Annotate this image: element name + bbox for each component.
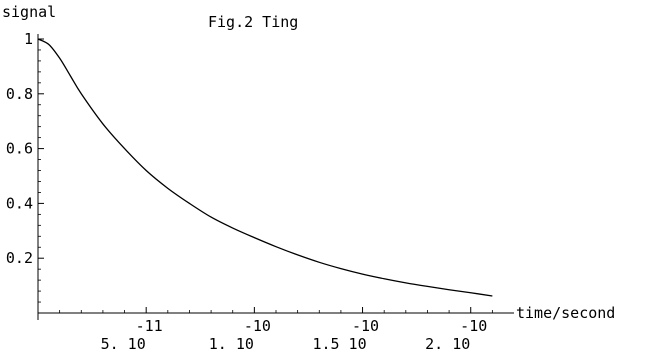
x-tick-label: 2. 10 (425, 335, 470, 353)
y-tick-label: 0.8 (6, 85, 33, 103)
x-tick-exponent: -10 (244, 317, 271, 335)
data-series-line (37, 38, 493, 297)
y-axis-label: signal (2, 3, 56, 21)
x-tick-exponent: -10 (352, 317, 379, 335)
x-tick-exponent: -10 (460, 317, 487, 335)
y-axis-ticks: 0.2 0.4 0.6 0.8 1 (6, 30, 44, 303)
x-tick-label: 5. 10 (101, 335, 146, 353)
x-axis-ticks: -115. 10-101. 10-101.5 10-102. 10 (59, 307, 493, 353)
plot-area: 0.20.40.60.81 -115. 10-101. 10-101.5 10-… (6, 30, 514, 353)
y-tick-label: 0.6 (6, 140, 33, 158)
x-axis-label: time/second (516, 304, 615, 322)
y-tick-label: 0.2 (6, 249, 33, 267)
chart-title: Fig.2 Ting (208, 13, 298, 31)
y-tick-label: 0.4 (6, 194, 33, 212)
x-tick-exponent: -11 (136, 317, 163, 335)
x-tick-label: 1. 10 (209, 335, 254, 353)
y-tick-label: 1 (24, 30, 33, 48)
x-tick-label: 1.5 10 (312, 335, 366, 353)
